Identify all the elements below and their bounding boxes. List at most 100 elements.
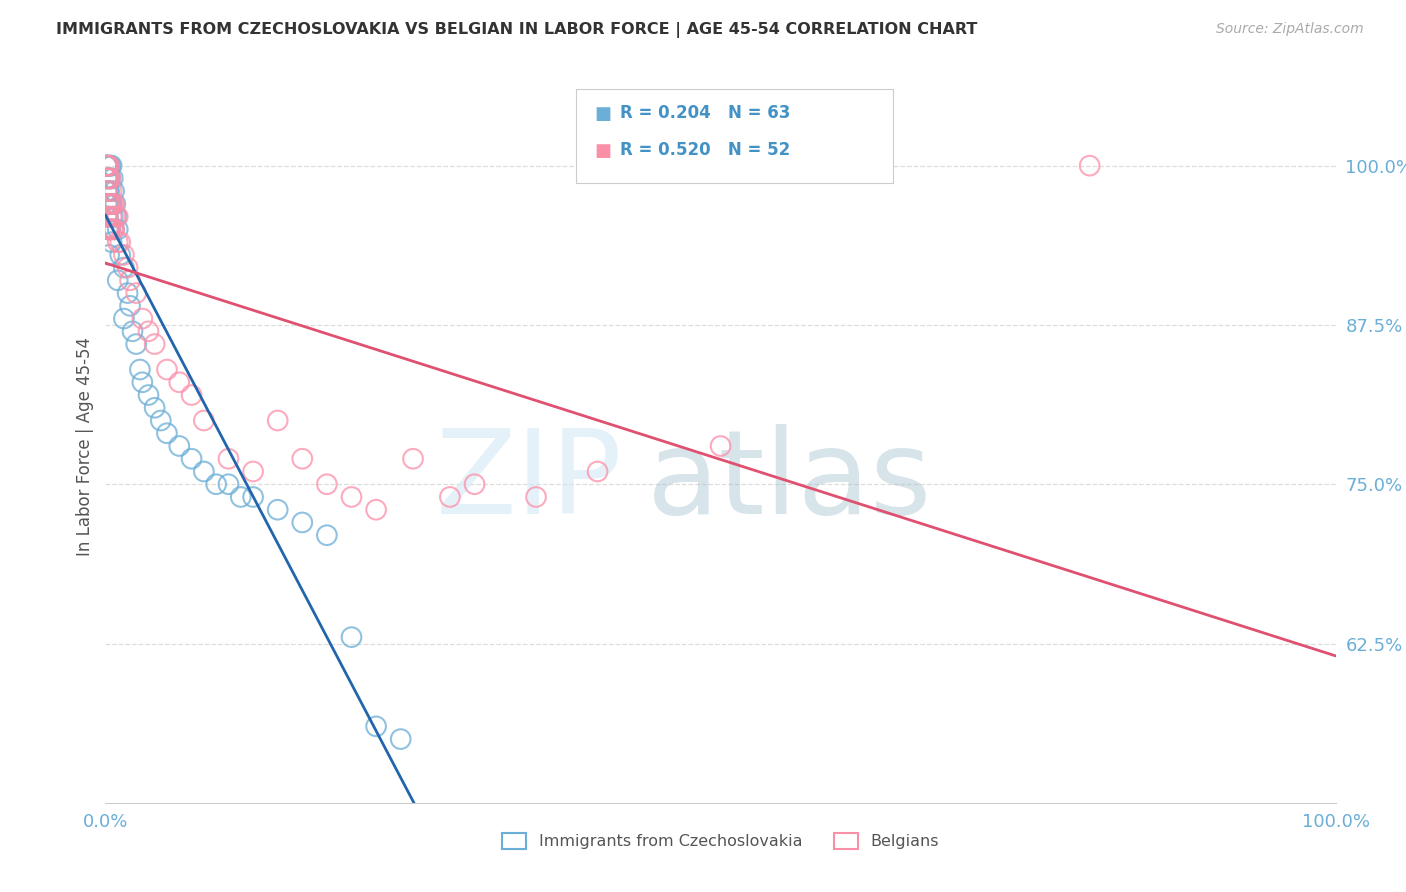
Point [97,184,120,198]
Point [96,210,118,224]
Point [98,197,122,211]
Point [169,439,191,453]
Point [107,222,129,236]
Point [98,222,122,236]
Point [138,324,160,338]
Point [98,222,121,236]
Point [121,324,143,338]
Point [107,273,129,287]
Point [97,210,120,224]
Point [291,451,314,466]
Point [97,222,120,236]
Point [193,465,215,479]
Point [125,337,148,351]
Point [98,159,121,173]
Point [96,171,118,186]
Point [180,451,202,466]
Point [120,299,141,313]
Point [242,465,264,479]
Text: ■: ■ [595,142,612,160]
Point [112,260,135,275]
Point [229,490,252,504]
Point [101,197,124,211]
Point [143,337,166,351]
Point [98,184,121,198]
Point [138,388,160,402]
Point [100,210,122,224]
Point [156,362,179,376]
Point [103,222,125,236]
Point [524,490,547,504]
Point [96,159,118,173]
Text: R = 0.520   N = 52: R = 0.520 N = 52 [620,141,790,159]
Point [98,159,121,173]
Point [193,413,215,427]
Point [101,210,124,224]
Text: ZIP: ZIP [436,425,621,539]
Point [97,159,120,173]
Point [105,210,128,224]
Point [96,184,118,198]
Point [125,286,148,301]
Point [1078,159,1101,173]
Point [112,248,135,262]
Point [315,528,337,542]
Point [180,388,202,402]
Point [117,286,139,301]
Text: Source: ZipAtlas.com: Source: ZipAtlas.com [1216,22,1364,37]
Point [291,516,314,530]
Point [218,477,240,491]
Point [267,413,290,427]
Text: ■: ■ [595,105,612,123]
Point [103,222,125,236]
Point [112,311,135,326]
Point [242,490,264,504]
Point [107,235,129,249]
Point [101,222,124,236]
Point [100,197,122,211]
Point [315,477,337,491]
Point [97,171,120,186]
Point [97,197,120,211]
Point [97,222,120,236]
Point [340,630,363,644]
Point [98,222,121,236]
Point [169,376,191,390]
Point [97,159,120,173]
Point [117,260,139,275]
Point [205,477,228,491]
Point [586,465,609,479]
Point [96,184,118,198]
Point [98,197,121,211]
Point [98,159,122,173]
Point [710,439,733,453]
Point [267,502,290,516]
Point [340,490,363,504]
Point [98,197,121,211]
Point [100,184,122,198]
Point [156,426,179,441]
Point [97,210,120,224]
Point [439,490,461,504]
Point [104,210,127,224]
Point [97,159,120,173]
Point [104,197,127,211]
Point [96,159,118,173]
Point [103,197,125,211]
Point [96,159,118,173]
Legend: Immigrants from Czechoslovakia, Belgians: Immigrants from Czechoslovakia, Belgians [495,826,946,855]
Point [464,477,486,491]
Y-axis label: In Labor Force | Age 45-54: In Labor Force | Age 45-54 [76,336,94,556]
Point [98,222,122,236]
Point [100,235,122,249]
Point [366,719,388,733]
Point [98,248,121,262]
Text: R = 0.204   N = 63: R = 0.204 N = 63 [620,104,790,122]
Point [96,159,118,173]
Point [143,401,166,415]
Point [96,197,118,211]
Point [149,413,172,427]
Point [96,159,118,173]
Point [131,311,153,326]
Point [218,451,240,466]
